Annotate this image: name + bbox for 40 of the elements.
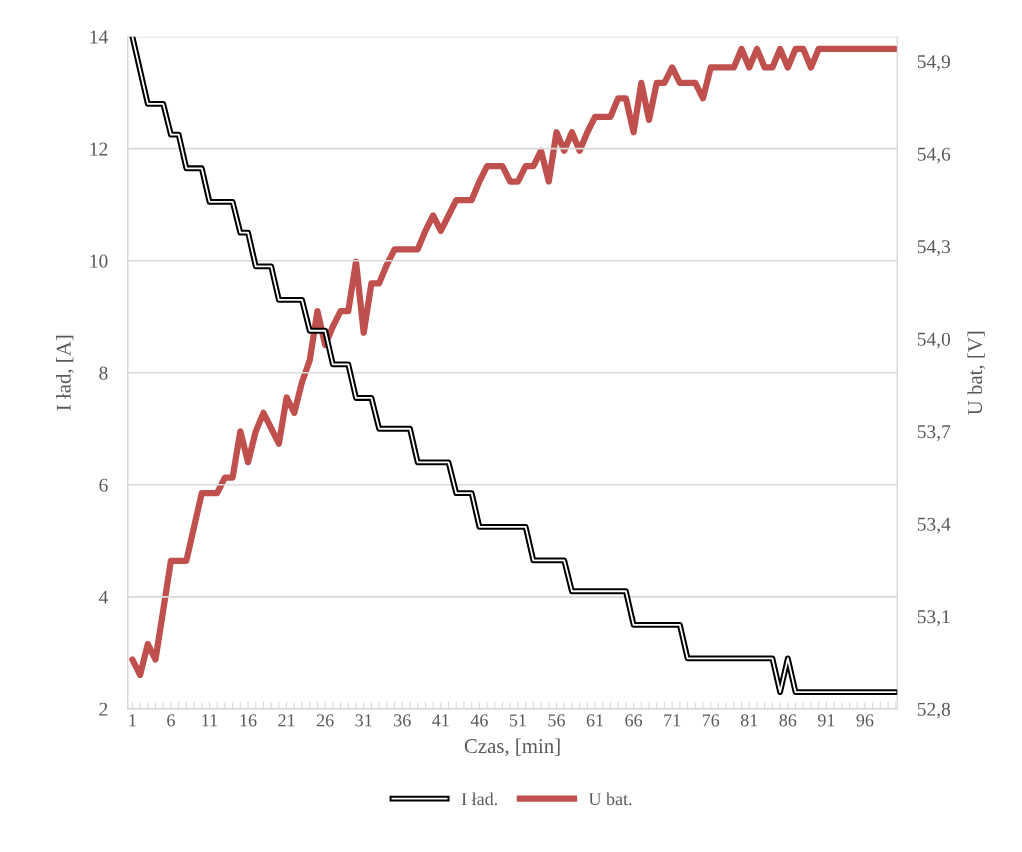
x-tick-label: 86 xyxy=(779,714,797,727)
y-tick-label: 8 xyxy=(99,366,108,380)
x-tick-label: 96 xyxy=(856,714,874,727)
y-tick-label: 14 xyxy=(90,30,108,44)
x-tick-label: 91 xyxy=(817,714,835,727)
x-tick-label: 21 xyxy=(278,714,295,727)
x-tick-label: 46 xyxy=(470,714,488,727)
x-tick-label: 51 xyxy=(509,714,526,727)
y-tick-label: 2 xyxy=(99,702,108,716)
x-tick-label: 66 xyxy=(625,714,643,727)
x-tick-label: 56 xyxy=(548,714,565,727)
x-tick-label: 76 xyxy=(702,714,720,727)
x-tick-label: 41 xyxy=(432,714,449,727)
x-tick-label: 26 xyxy=(316,714,334,727)
y2-tick-label: 53,7 xyxy=(917,425,951,442)
x-tick-label: 61 xyxy=(586,714,603,727)
y2-tick-label: 54,9 xyxy=(917,55,950,72)
y-tick-label: 6 xyxy=(99,478,108,492)
x-tick-label: 81 xyxy=(740,714,758,727)
x-axis-title: Czas, [min] xyxy=(464,738,560,757)
y2-tick-label: 53,1 xyxy=(917,610,950,627)
x-tick-label: 16 xyxy=(240,714,257,727)
y2-tick-label: 52,8 xyxy=(917,702,951,719)
y2-tick-label: 54,3 xyxy=(917,240,951,257)
y-tick-label: 10 xyxy=(90,254,108,268)
x-tick-label: 71 xyxy=(664,714,681,727)
x-tick-label: 1 xyxy=(129,714,136,727)
y-tick-label: 12 xyxy=(90,142,108,156)
y2-axis-title: U bat, [V] xyxy=(967,331,986,415)
y2-tick-label: 54,0 xyxy=(917,332,951,349)
legend-label: I ład. xyxy=(461,792,497,806)
x-tick-label: 36 xyxy=(394,714,411,727)
y2-tick-label: 54,6 xyxy=(917,147,951,164)
x-tick-label: 31 xyxy=(355,714,372,727)
x-tick-label: 6 xyxy=(167,714,175,727)
y-tick-label: 4 xyxy=(98,590,108,604)
x-tick-label: 11 xyxy=(202,714,218,727)
legend-label: U bat. xyxy=(588,792,632,806)
y-axis-title: I ład, [A] xyxy=(56,335,74,411)
y2-tick-label: 53,4 xyxy=(917,517,951,534)
